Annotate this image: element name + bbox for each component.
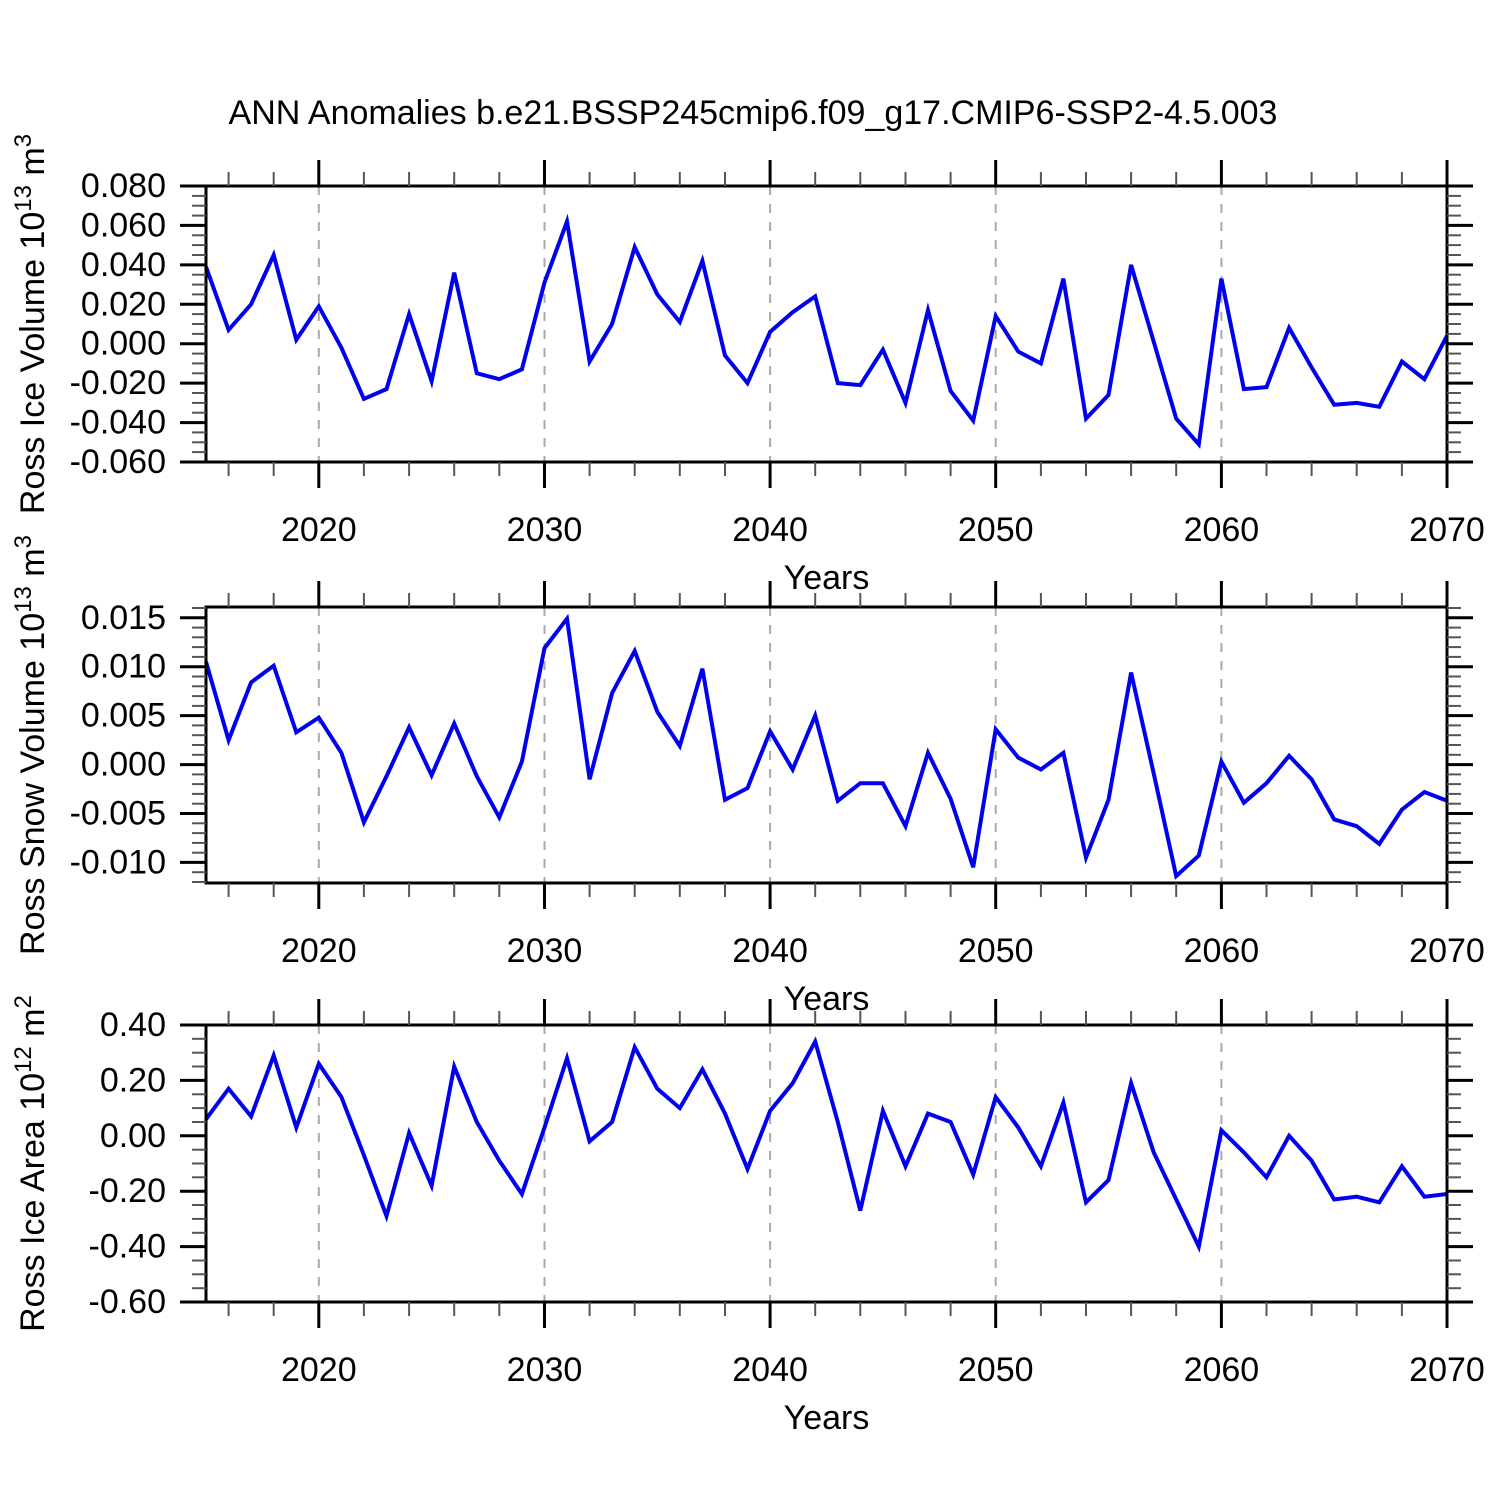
x-tick-label: 2020: [281, 932, 357, 970]
y-tick-label: 0.015: [81, 599, 166, 637]
x-axis-title: Years: [784, 1399, 870, 1437]
y-axis-title: Ross Ice Volume 1013 m3: [10, 134, 52, 514]
y-tick-label: -0.060: [70, 443, 166, 481]
x-tick-label: 2050: [958, 511, 1034, 549]
data-line-ross-ice-volume: [204, 213, 1449, 449]
y-tick-label: -0.40: [89, 1228, 167, 1266]
x-tick-label: 2030: [507, 511, 583, 549]
chart-title: ANN Anomalies b.e21.BSSP245cmip6.f09_g17…: [228, 94, 1278, 132]
y-tick-label: 0.080: [81, 167, 166, 205]
x-tick-label: 2060: [1184, 511, 1260, 549]
x-tick-label: 2060: [1184, 932, 1260, 970]
plot-border: [204, 605, 1449, 885]
data-line-ross-ice-area: [204, 1036, 1448, 1253]
y-tick-label: 0.060: [81, 206, 166, 244]
y-tick-label: 0.40: [100, 1006, 166, 1044]
data-line-ross-snow-volume: [204, 613, 1448, 880]
x-tick-label: 2040: [732, 511, 808, 549]
x-tick-label: 2020: [281, 1351, 357, 1389]
x-tick-label: 2030: [507, 1351, 583, 1389]
y-tick-label: -0.60: [89, 1283, 167, 1321]
x-tick-label: 2020: [281, 511, 357, 549]
x-axis-title: Years: [784, 980, 870, 1018]
y-tick-label: 0.040: [81, 246, 166, 284]
x-axis-title: Years: [784, 559, 870, 597]
y-tick-label: -0.020: [70, 364, 166, 402]
y-tick-label: 0.000: [81, 325, 166, 363]
x-tick-label: 2040: [732, 1351, 808, 1389]
plot-border: [204, 184, 1449, 464]
x-tick-label: 2070: [1409, 1351, 1485, 1389]
y-tick-label: 0.20: [100, 1061, 166, 1099]
y-tick-label: 0.00: [100, 1117, 166, 1155]
y-tick-label: -0.010: [70, 843, 166, 881]
x-tick-label: 2040: [732, 932, 808, 970]
x-tick-label: 2070: [1409, 932, 1485, 970]
x-tick-label: 2030: [507, 932, 583, 970]
y-tick-label: -0.005: [70, 795, 166, 833]
y-axis-title: Ross Snow Volume 1013 m3: [10, 535, 52, 955]
panel-ross-ice-volume: 0.0800.0600.0400.0200.000-0.020-0.040-0.…: [10, 134, 1485, 597]
x-tick-label: 2050: [958, 1351, 1034, 1389]
plot-border: [204, 1023, 1449, 1304]
x-tick-label: 2070: [1409, 511, 1485, 549]
ticks: [180, 160, 1473, 488]
panel-ross-snow-volume: 0.015 0.010 0.005 0.000 -0.005 -0.010 2020 2030…: [10, 535, 1485, 1018]
y-tick-label: 0.000: [81, 746, 166, 784]
y-tick-label: -0.040: [70, 404, 166, 442]
y-tick-label: 0.005: [81, 697, 166, 735]
ticks: [180, 999, 1473, 1328]
y-tick-label: 0.020: [81, 285, 166, 323]
y-tick-label: 0.010: [81, 648, 166, 686]
x-tick-label: 2060: [1184, 1351, 1260, 1389]
x-tick-label: 2050: [958, 932, 1034, 970]
ticks: [180, 581, 1473, 909]
y-axis-title: Ross Ice Area 1012 m2: [10, 995, 52, 1332]
panel-ross-ice-area: 0.40 0.20 0.00 -0.20 -0.40 -0.60 2020 2030 2040 2…: [10, 995, 1485, 1437]
y-tick-label: -0.20: [89, 1172, 167, 1210]
